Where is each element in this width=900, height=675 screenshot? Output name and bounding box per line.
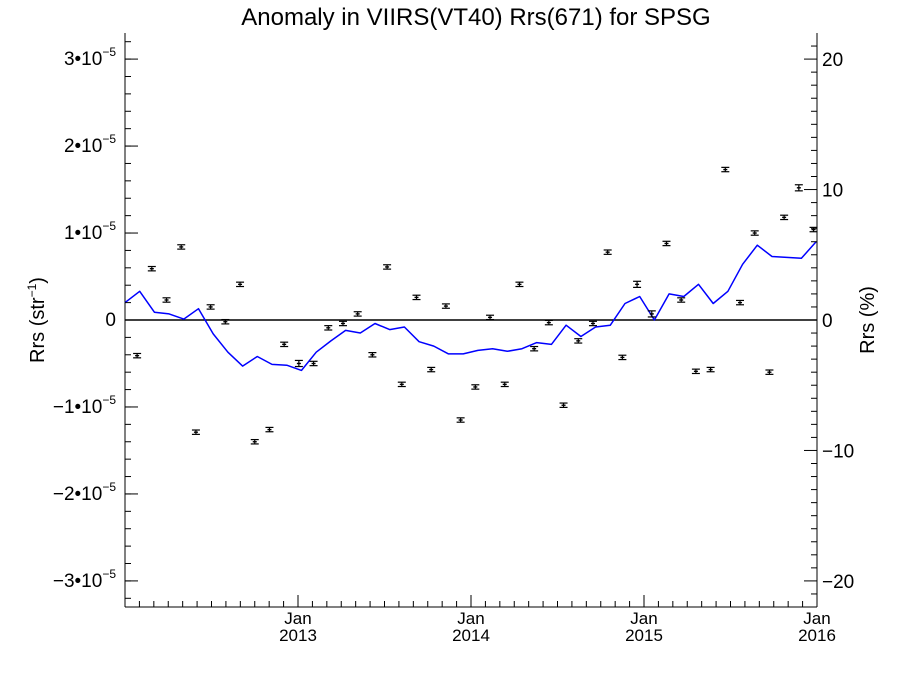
data-point (603, 249, 612, 255)
y-left-tick-mantissa: 2•10 (64, 136, 102, 157)
y-axis-left-label-end: ) (27, 277, 49, 284)
data-point (250, 438, 259, 445)
y-axis-left-label-base: Rrs (str (27, 297, 49, 363)
data-point (706, 366, 715, 373)
y-left-tick-exponent: −5 (102, 132, 116, 146)
data-point (221, 318, 230, 325)
data-point (338, 320, 347, 327)
y-left-tick-mantissa: 0 (105, 310, 116, 331)
data-point (736, 299, 745, 306)
y-left-tick-exponent: −5 (102, 219, 116, 233)
y-left-tick-mantissa: 3•10 (64, 49, 102, 70)
y-axis-right-label: Rrs (%) (857, 286, 879, 354)
data-point (691, 368, 700, 375)
y-left-tick-label: 1•10−5 (64, 219, 116, 244)
y-left-tick-label: 3•10−5 (64, 45, 116, 70)
data-point (177, 244, 186, 250)
y-right-tick-label: 10 (822, 181, 843, 202)
data-point (441, 303, 450, 309)
y-axis-left-label: Rrs (str−1) (25, 277, 49, 363)
y-axis-left-label-sup: −1 (25, 283, 39, 297)
data-point (456, 417, 465, 423)
y-left-tick-mantissa: −2•10 (53, 484, 102, 505)
data-point (133, 352, 142, 359)
data-point (397, 381, 406, 388)
y-left-tick-exponent: −5 (102, 480, 116, 494)
data-point (324, 325, 333, 331)
y-left-tick-mantissa: −1•10 (53, 397, 102, 418)
y-right-tick-label: 0 (822, 311, 833, 332)
x-tick-year: 2015 (625, 626, 663, 645)
data-point (162, 297, 171, 303)
data-point (588, 320, 597, 327)
data-point (147, 265, 156, 272)
x-tick-month: Jan (803, 609, 830, 628)
y-left-tick-label: −1•10−5 (53, 393, 116, 418)
data-point (191, 429, 200, 435)
data-point (809, 226, 818, 233)
y-left-tick-mantissa: −3•10 (53, 571, 102, 592)
data-point (721, 166, 730, 173)
data-point (206, 304, 215, 310)
y-right-tick-label: −10 (822, 441, 854, 462)
y-left-tick-label: 0 (105, 310, 116, 331)
data-point (530, 345, 539, 352)
y-left-tick-label: −3•10−5 (53, 567, 116, 592)
series-line-layer (124, 241, 817, 372)
x-tick-month: Jan (457, 609, 484, 628)
y-left-tick-exponent: −5 (102, 393, 116, 407)
y-left-tick-exponent: −5 (102, 567, 116, 581)
x-tick-year: 2014 (452, 626, 490, 645)
data-point (677, 297, 686, 303)
data-point (544, 319, 553, 326)
data-point (353, 311, 362, 317)
data-point (368, 352, 377, 358)
y-left-tick-label: 2•10−5 (64, 132, 116, 157)
y-left-tick-label: −2•10−5 (53, 480, 116, 505)
data-point (471, 384, 480, 390)
x-tick-year: 2016 (798, 626, 836, 645)
data-point (780, 214, 789, 221)
y-right-tick-label: −20 (822, 572, 854, 593)
y-left-tick-exponent: −5 (102, 45, 116, 59)
data-point (383, 264, 392, 270)
data-point (618, 354, 627, 361)
data-point (794, 184, 803, 192)
data-point (633, 280, 642, 288)
data-point (427, 366, 436, 373)
chart-title: Anomaly in VIIRS(VT40) Rrs(671) for SPSG (241, 4, 710, 31)
data-point (765, 369, 774, 375)
error-bar-layer (133, 166, 818, 445)
x-tick-month: Jan (284, 609, 311, 628)
tick-layer: Jan2013Jan2014Jan2015Jan20163•10−52•10−5… (53, 41, 854, 645)
data-point (412, 294, 421, 301)
y-right-tick-label: 20 (822, 50, 843, 71)
data-point (309, 360, 318, 367)
data-point (486, 314, 495, 321)
data-point (574, 338, 583, 344)
data-point (294, 359, 303, 368)
data-point (265, 426, 274, 433)
data-point (500, 381, 509, 388)
series-line (124, 241, 817, 372)
data-point (515, 281, 524, 288)
data-point (559, 402, 568, 409)
y-left-tick-mantissa: 1•10 (64, 223, 102, 244)
data-point (280, 341, 289, 348)
data-point (236, 281, 245, 288)
data-point (647, 310, 656, 318)
data-point (662, 240, 671, 247)
x-tick-month: Jan (630, 609, 657, 628)
data-point (750, 230, 759, 236)
x-tick-year: 2013 (279, 626, 317, 645)
